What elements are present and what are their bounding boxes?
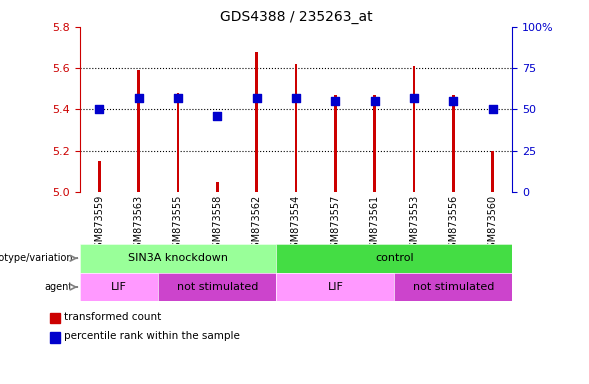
Text: genotype/variation: genotype/variation (0, 253, 73, 263)
Bar (255, 52, 258, 192)
Point (94, 106, 104, 113)
Point (291, 95, 300, 101)
Text: LIF: LIF (111, 282, 127, 292)
Point (252, 95, 262, 101)
Bar (50, 313, 61, 323)
Bar (216, 182, 219, 192)
Bar (334, 95, 337, 192)
Point (134, 95, 143, 101)
Bar (452, 95, 455, 192)
Text: GSM873558: GSM873558 (212, 195, 222, 254)
Bar (413, 66, 415, 192)
Text: control: control (375, 253, 413, 263)
Text: LIF: LIF (327, 282, 343, 292)
Text: percentile rank within the sample: percentile rank within the sample (65, 331, 240, 341)
Point (173, 95, 183, 101)
Bar (491, 151, 494, 192)
Bar (98, 161, 101, 192)
Text: GSM873561: GSM873561 (370, 195, 380, 254)
Bar (50, 332, 61, 343)
Point (488, 106, 498, 113)
Text: SIN3A knockdown: SIN3A knockdown (128, 253, 228, 263)
Bar (177, 93, 179, 192)
Text: GSM873562: GSM873562 (252, 195, 262, 254)
Text: not stimulated: not stimulated (177, 282, 258, 292)
Point (370, 98, 379, 104)
Text: GSM873555: GSM873555 (173, 195, 183, 254)
Bar (294, 64, 297, 192)
Text: not stimulated: not stimulated (413, 282, 494, 292)
Text: agent: agent (45, 282, 73, 292)
Text: GSM873563: GSM873563 (134, 195, 144, 254)
Text: transformed count: transformed count (65, 312, 162, 322)
Bar (137, 70, 140, 192)
Text: GSM873556: GSM873556 (448, 195, 458, 254)
Text: GSM873554: GSM873554 (291, 195, 301, 254)
Bar (373, 95, 376, 192)
Point (449, 98, 458, 104)
Point (213, 113, 222, 119)
Point (330, 98, 340, 104)
Title: GDS4388 / 235263_at: GDS4388 / 235263_at (220, 10, 372, 25)
Text: GSM873553: GSM873553 (409, 195, 419, 254)
Text: GSM873559: GSM873559 (94, 195, 104, 254)
Text: GSM873557: GSM873557 (330, 195, 340, 254)
Text: GSM873560: GSM873560 (488, 195, 498, 254)
Point (409, 95, 419, 101)
